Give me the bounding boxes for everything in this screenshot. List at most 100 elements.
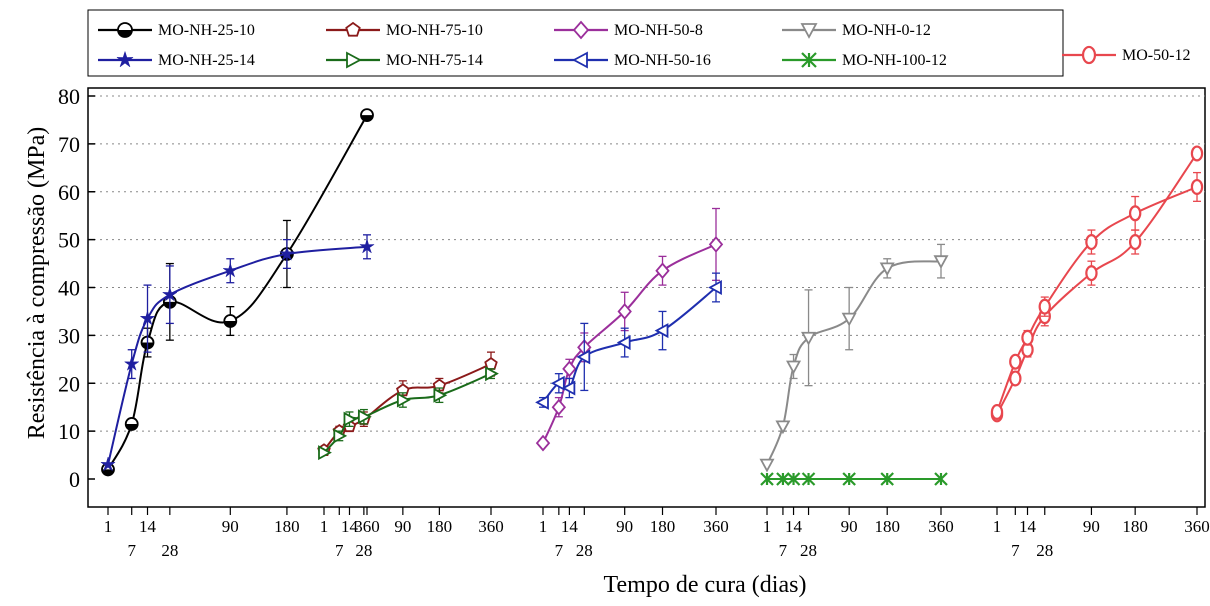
marker-triangle [616,335,631,351]
triangle-down-marker [879,262,895,277]
circle-open-marker [1190,178,1204,195]
circle-open-marker [1009,370,1022,387]
marker-star [116,50,134,68]
series-mo-nh-75-14 [318,366,499,461]
x-tick-label: 360 [703,517,729,536]
triangle-left-marker [654,323,669,339]
marker-triangle [759,458,775,473]
marker-circle [1085,234,1098,251]
marker-half-fill [125,423,138,430]
marker-triangle [561,380,576,396]
circle-half-marker [117,22,133,38]
marker-half-fill [118,30,132,37]
diamond-marker [572,20,590,40]
legend-label: MO-NH-75-10 [386,22,483,39]
x-tick-label: 28 [355,541,372,560]
legend-frame [87,9,1064,77]
circle-open-marker [1081,45,1097,65]
marker-diamond [562,360,577,378]
plot-frame [87,87,1206,508]
marker-star [123,355,140,371]
marker-half-fill [102,469,114,476]
marker-circle [1009,353,1022,370]
circle-open-marker [1085,234,1098,251]
triangle-left-marker [535,394,549,410]
series-line [996,152,1198,415]
series-mo-nh-100-12 [760,472,948,486]
x-tick-label: 7 [555,541,564,560]
star-marker [116,50,134,68]
y-axis-title-group: Resistência à compressão (MPa) [24,127,50,440]
triangle-down-marker [801,331,817,346]
marker-triangle [879,262,895,277]
triangle-right-marker [346,51,362,69]
x-tick-label: 1 [539,517,548,536]
x-tick-label: 1 [993,517,1002,536]
x-star-marker [801,52,817,68]
x-tick-label: 180 [650,517,676,536]
x-tick-label: 7 [779,541,788,560]
circle-open-marker [1128,205,1142,222]
marker-circle [1190,145,1204,162]
triangle-left-marker [550,375,565,391]
x-tick-label: 90 [1083,517,1100,536]
circle-open-marker [1128,234,1142,251]
x-tick-label: 180 [874,517,900,536]
series-mo-50-12 [990,171,1204,420]
marker-triangle [654,323,669,339]
x-star-marker [934,472,948,486]
pentagon-marker [345,21,361,37]
marker-triangle [485,366,499,382]
series-group [535,207,724,452]
legend-label: MO-50-12 [1122,47,1190,64]
triangle-left-marker [561,380,576,396]
legend-item: MO-NH-75-14 [326,51,483,69]
marker-circle [990,403,1004,420]
x-tick-label: 28 [1036,541,1053,560]
y-tick-label: 20 [58,371,80,396]
y-tick-label: 10 [58,419,80,444]
legend-label: MO-NH-25-10 [158,22,255,39]
marker-star [278,245,295,261]
x-star-marker [801,472,816,486]
y-tick-label: 80 [58,84,80,109]
triangle-down-marker [800,23,818,39]
x-tick-label: 360 [354,517,380,536]
circle-open-marker [1021,329,1034,346]
y-tick-label: 0 [69,467,80,492]
diamond-marker [535,434,551,452]
legend-label: MO-NH-75-14 [386,52,483,69]
series-mo-nh-50-16 [535,272,722,410]
legend-item: MO-NH-50-16 [554,51,711,69]
x-tick-label: 180 [427,517,453,536]
x-tick-label: 360 [1184,517,1210,536]
series-mo-nh-0-12 [759,243,949,473]
x-tick-label: 180 [274,517,300,536]
diamond-marker [655,262,670,280]
triangle-right-marker [318,445,332,461]
diamond-marker [617,303,632,320]
marker-circle [1128,234,1142,251]
triangle-down-marker [841,312,857,327]
marker-diamond [708,236,724,253]
marker-star [139,310,156,326]
marker-triangle [572,51,588,69]
y-tick-label: 60 [58,180,80,205]
marker-circle [1009,370,1022,387]
marker-circle [1038,298,1051,315]
marker-triangle [343,411,358,427]
circle-open-marker [1038,298,1051,315]
x-tick-label: 14 [139,517,157,536]
triangle-down-marker [933,255,949,270]
triangle-right-marker [433,387,448,403]
legend-item: MO-NH-25-14 [98,50,255,69]
series-mo-nh-75-10 [317,351,498,457]
x-star-marker [776,472,790,486]
x-tick-label: 14 [341,517,359,536]
legend-item: MO-NH-25-10 [98,22,255,39]
legend-label: MO-NH-0-12 [842,22,931,39]
x-tick-label: 7 [1011,541,1020,560]
series-mo-50-12 [990,145,1204,423]
marker-triangle [576,349,591,365]
triangle-left-marker [616,335,631,351]
